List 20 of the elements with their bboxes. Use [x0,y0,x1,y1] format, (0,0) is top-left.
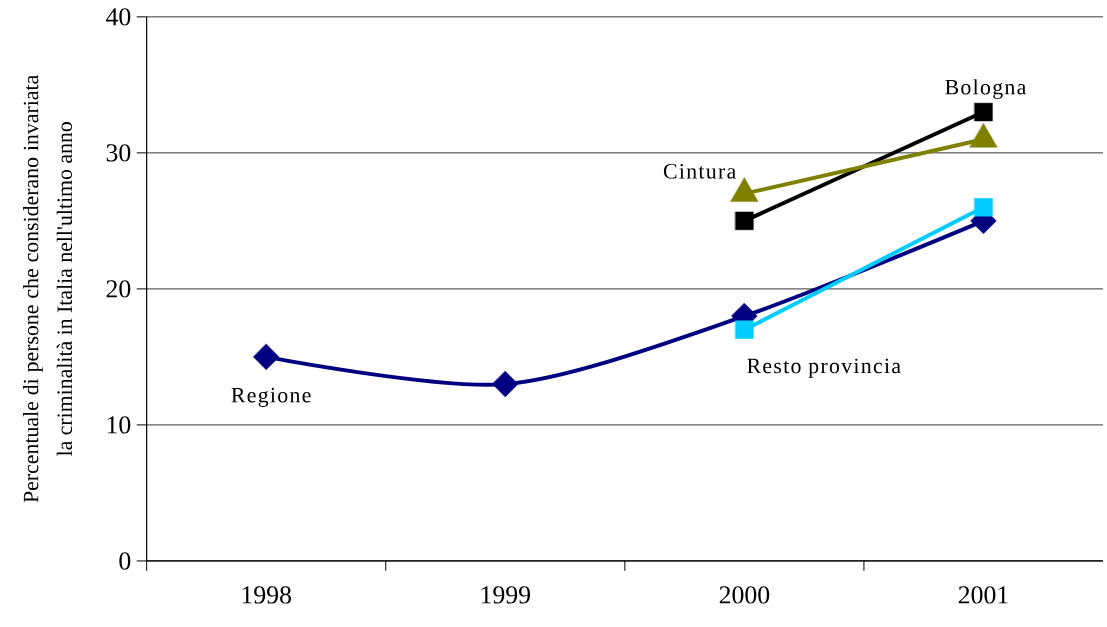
y-tick-label: 20 [106,280,131,298]
series-label: Regione [231,387,311,407]
point [974,197,993,217]
y-tick-label: 0 [119,552,131,570]
point [253,343,280,370]
point [735,211,754,230]
series-label: Resto provincia [747,358,901,378]
x-tick-label: 2000 [719,586,770,604]
series-label: Bologna [945,78,1027,99]
point [492,370,519,398]
x-tick-label: 1999 [481,586,531,604]
y-tick-label: 30 [106,144,131,162]
y-tick-label: 40 [106,7,131,26]
x-tick-label: 2001 [958,586,1008,604]
x-tick-label: 1998 [242,586,291,604]
point [735,320,754,339]
series-label: Cintura [663,163,736,179]
y-axis-title: Percentuale di persone che considerano invariata la criminalità in Italia nell'ultimo anno [23,74,73,503]
point [974,102,993,122]
y-tick-label: 10 [107,416,131,434]
